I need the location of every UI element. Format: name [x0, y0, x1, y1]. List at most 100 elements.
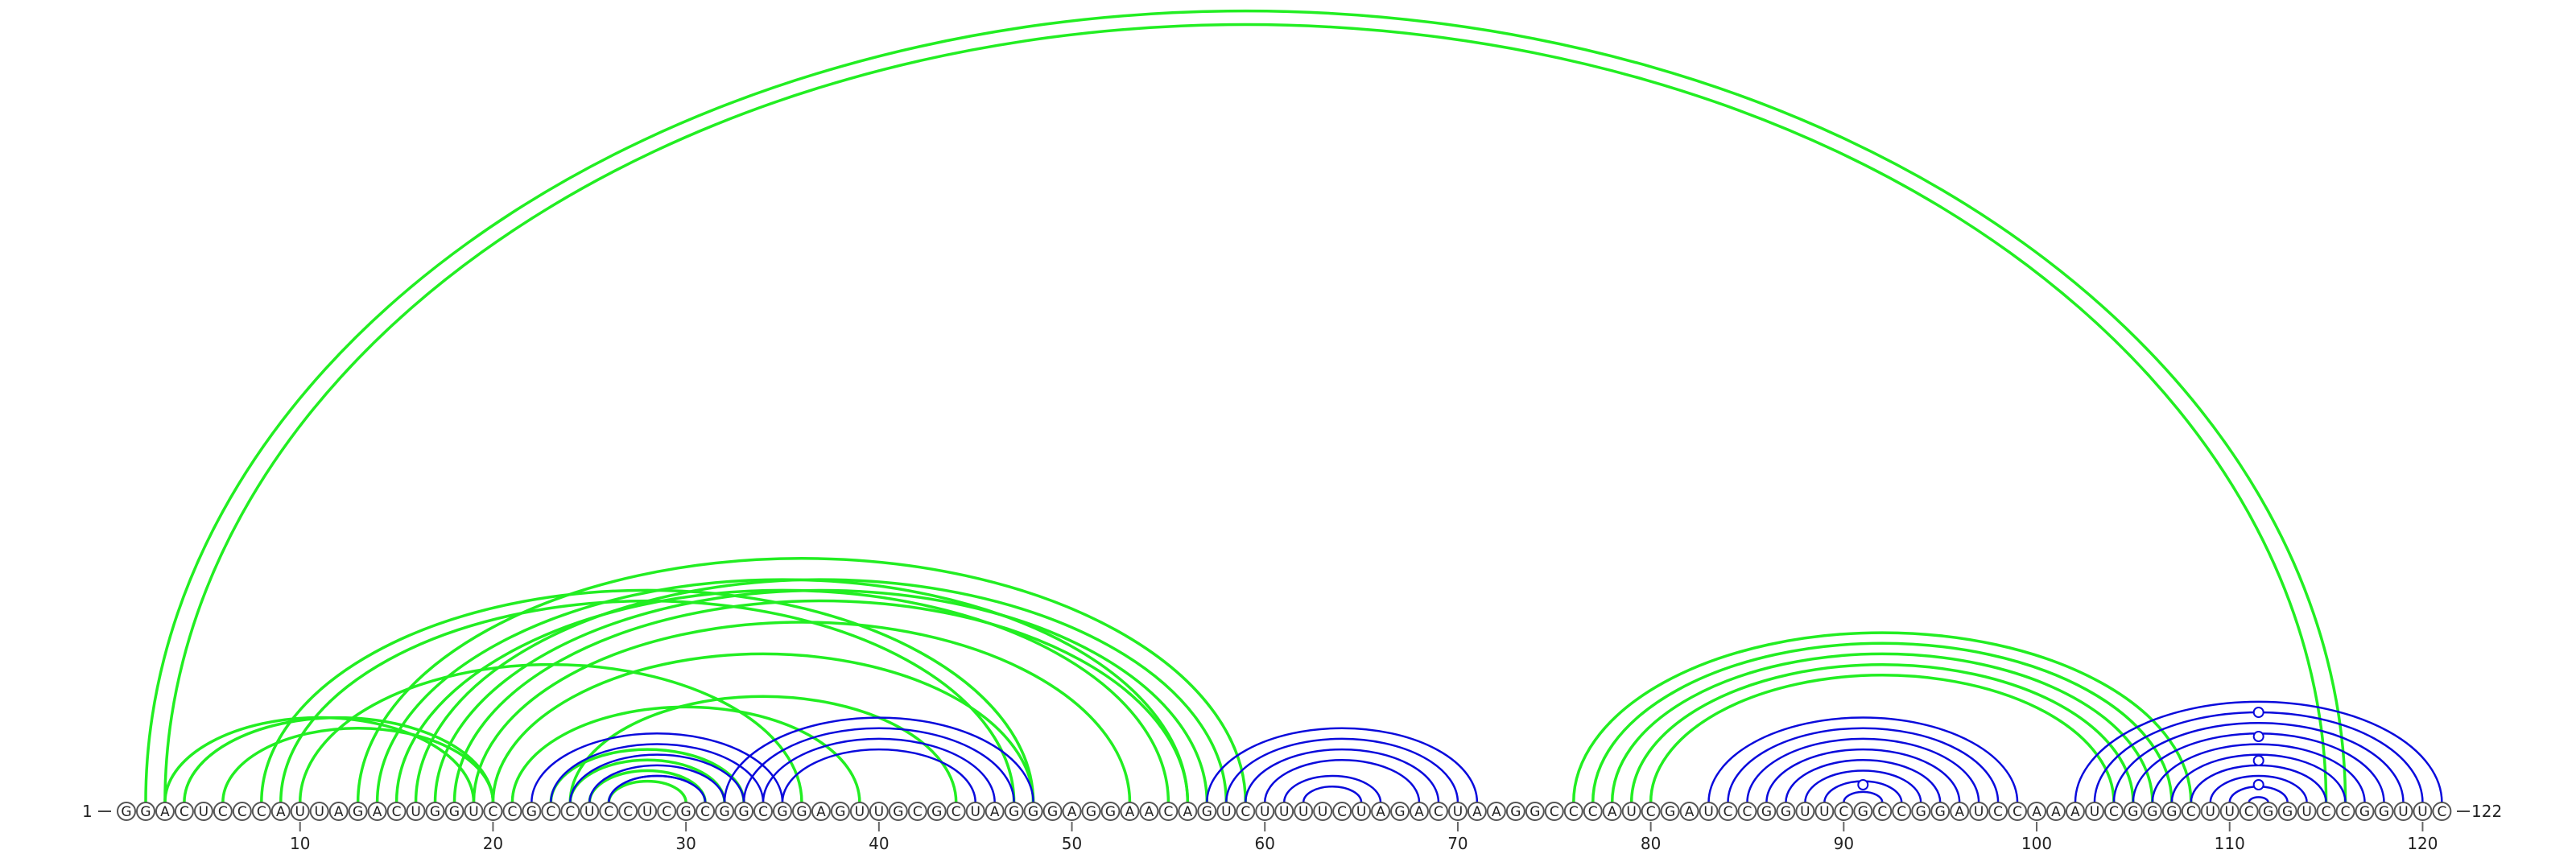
nucleotide-circle	[907, 802, 927, 821]
nucleotide-circle	[1120, 802, 1140, 821]
nucleotide: C	[1332, 802, 1352, 821]
blue-pair-arc	[2209, 774, 2308, 803]
nucleotide-circle	[1004, 802, 1024, 821]
nucleotide-circle	[638, 802, 658, 821]
tick-label: 60	[1255, 834, 1275, 853]
blue-pair-arc	[1843, 790, 1884, 803]
nucleotide: C	[483, 802, 503, 821]
nucleotide-circle	[1892, 802, 1912, 821]
nucleotide: C	[696, 802, 716, 821]
nucleotide: A	[270, 802, 291, 821]
nucleotide-circle	[1563, 802, 1583, 821]
nucleotide-letter: G	[2379, 804, 2389, 820]
nucleotide: A	[2065, 802, 2085, 821]
nucleotide-circle	[1062, 802, 1082, 821]
nucleotide: C	[1988, 802, 2008, 821]
nucleotide: C	[2181, 802, 2201, 821]
nucleotide-letter: G	[2147, 804, 2157, 820]
nucleotide-letter: C	[758, 804, 768, 820]
nucleotide-letter: G	[1202, 804, 1212, 820]
nucleotide: U	[849, 802, 869, 821]
nucleotide: C	[1563, 802, 1583, 821]
nucleotide: U	[2200, 802, 2220, 821]
nucleotide: U	[1216, 802, 1236, 821]
nucleotide-circle	[2200, 802, 2220, 821]
junction-marker	[2252, 731, 2264, 742]
nucleotide-letter: U	[2206, 804, 2215, 820]
nucleotide: U	[2413, 802, 2433, 821]
nucleotide: U	[2084, 802, 2104, 821]
nucleotide-circle	[1216, 802, 1236, 821]
nucleotide: C	[946, 802, 966, 821]
nucleotide-circle	[193, 802, 213, 821]
nucleotide-letter: U	[1356, 804, 1366, 820]
tick-label: 90	[1834, 834, 1854, 853]
nucleotide: U	[2219, 802, 2240, 821]
nucleotide: G	[1100, 802, 1121, 821]
green-pair-arc	[221, 727, 495, 803]
nucleotide-circle	[696, 802, 716, 821]
nucleotide-letter: U	[2417, 804, 2427, 820]
nucleotide: C	[657, 802, 677, 821]
nucleotide-circle	[1505, 802, 1525, 821]
base-pair-arcs	[144, 9, 2443, 803]
blue-pair-arc	[742, 727, 1015, 803]
nucleotide-letter: G	[430, 804, 440, 820]
nucleotide: C	[2432, 802, 2452, 821]
nucleotide-circle	[2239, 802, 2259, 821]
nucleotide-letter: A	[1183, 804, 1193, 820]
nucleotide: C	[1583, 802, 1603, 821]
nucleotide: C	[2008, 802, 2028, 821]
nucleotide-circle	[2277, 802, 2297, 821]
nucleotide: G	[1525, 802, 1545, 821]
nucleotide-letter: C	[565, 804, 575, 820]
nucleotide-letter: A	[2051, 804, 2061, 820]
nucleotide-letter: U	[2090, 804, 2099, 820]
nucleotide-circle	[386, 802, 407, 821]
nucleotide-letter: C	[1550, 804, 1559, 820]
nucleotide-circle	[1139, 802, 1159, 821]
nucleotide: C	[386, 802, 407, 821]
junction-marker	[2252, 707, 2264, 718]
nucleotide: C	[2316, 802, 2336, 821]
nucleotide-letter: C	[1241, 804, 1250, 820]
nucleotide: C	[213, 802, 233, 821]
nucleotide-circle	[618, 802, 638, 821]
blue-pair-arc	[2151, 743, 2366, 803]
nucleotide-letter: C	[257, 804, 266, 820]
nucleotide-letter: G	[2359, 804, 2370, 820]
blue-pair-arc	[1245, 748, 1440, 803]
nucleotide-letter: C	[2109, 804, 2119, 820]
nucleotide: A	[155, 802, 175, 821]
blue-pair-arc	[1206, 727, 1479, 803]
nucleotide: G	[734, 802, 754, 821]
green-pair-arc	[1649, 674, 2116, 803]
nucleotide-circle	[965, 802, 985, 821]
nucleotide-letter: U	[1298, 804, 1308, 820]
nucleotide-letter: G	[1047, 804, 1058, 820]
nucleotide-letter: G	[835, 804, 845, 820]
nucleotide: G	[676, 802, 696, 821]
nucleotide-letter: C	[507, 804, 517, 820]
nucleotide-letter: G	[526, 804, 537, 820]
nucleotide-circle	[2258, 802, 2278, 821]
nucleotide-circle	[155, 802, 175, 821]
nucleotide: C	[1158, 802, 1179, 821]
nucleotide: C	[502, 802, 522, 821]
nucleotide: G	[1042, 802, 1063, 821]
nucleotide: G	[1853, 802, 1873, 821]
nucleotide: A	[985, 802, 1005, 821]
nucleotide-letter: G	[719, 804, 729, 820]
nucleotide: C	[232, 802, 252, 821]
nucleotide: A	[1409, 802, 1429, 821]
nucleotide: A	[2027, 802, 2047, 821]
nucleotide: U	[1699, 802, 1719, 821]
blue-pair-arc	[1707, 716, 2019, 803]
nucleotide-letter: U	[1221, 804, 1231, 820]
nucleotide-circle	[772, 802, 792, 821]
tick-label: 100	[2021, 834, 2052, 853]
blue-pair-arc	[569, 753, 745, 803]
blue-pair-arc	[1263, 759, 1421, 803]
nucleotide-letter: A	[1685, 804, 1695, 820]
nucleotide-letter: U	[584, 804, 594, 820]
